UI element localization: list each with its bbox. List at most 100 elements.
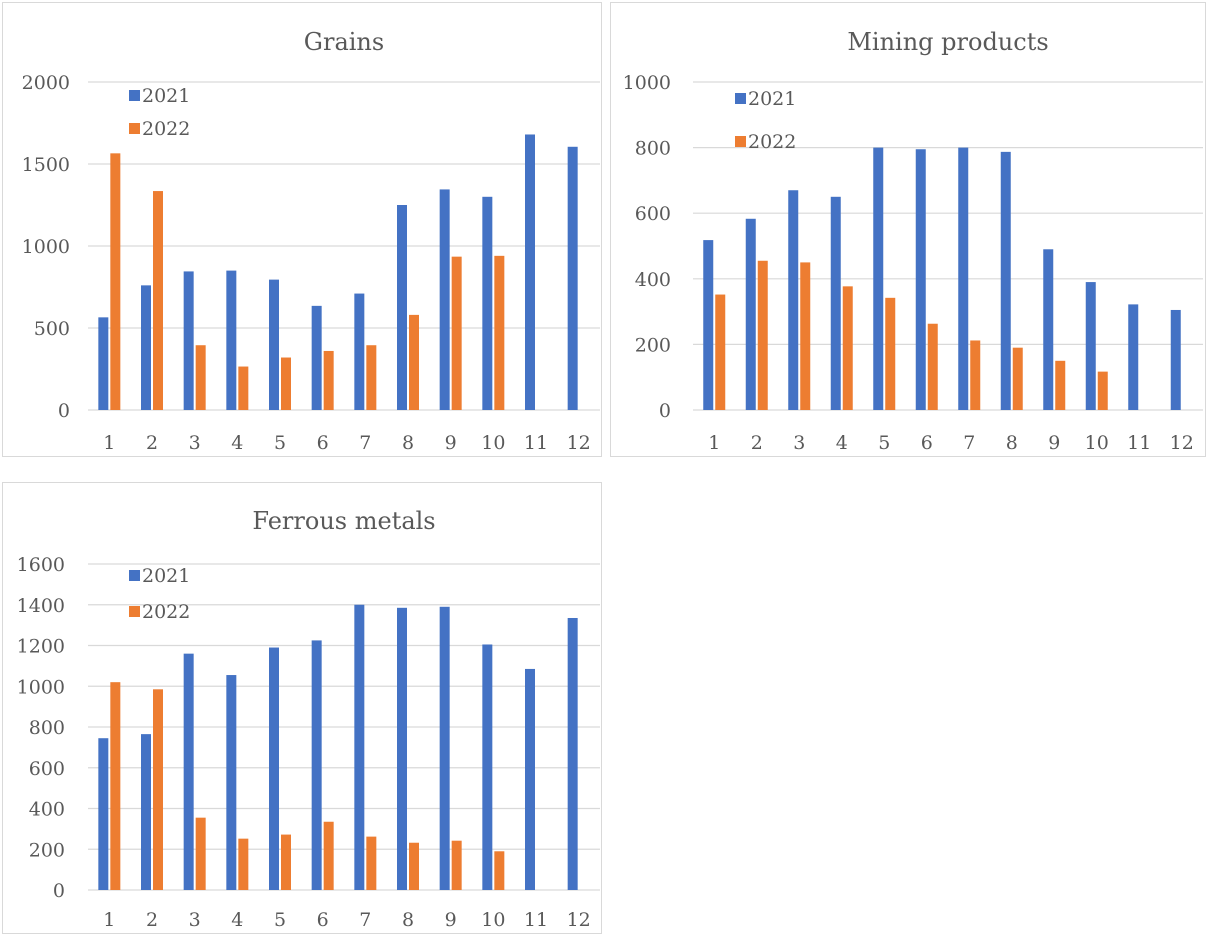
mining-products-bar-2021-7 — [958, 147, 969, 410]
mining-products-bar-2021-8 — [1000, 151, 1011, 410]
grains-x-tick-label: 7 — [359, 432, 371, 454]
grains-bar-2022-4 — [238, 366, 249, 410]
mining-products-bar-2022-5 — [885, 297, 896, 410]
mining-products-x-tick-label: 10 — [1085, 432, 1109, 454]
ferrous-metals-bar-2021-4 — [226, 675, 237, 890]
ferrous-metals-bar-2021-1 — [98, 738, 109, 890]
grains-bar-2021-2 — [141, 285, 151, 410]
ferrous-metals-bar-2021-10 — [482, 644, 493, 890]
grains-x-tick-label: 8 — [402, 432, 414, 454]
mining-products-bar-2022-2 — [757, 260, 768, 410]
chart-panel-ferrous-metals: 0 200 400 600 800 1000 1200 1400 1600 Ferrous met… — [2, 482, 602, 934]
ferrous-metals-y-tick-label: 400 — [29, 799, 65, 821]
mining-products-bar-2021-1 — [703, 240, 714, 410]
ferrous-metals-y-tick-label: 1400 — [17, 595, 65, 617]
ferrous-metals-bar-2022-6 — [323, 821, 334, 890]
grains-x-tick-label: 5 — [274, 432, 286, 454]
mining-products-bar-2021-11 — [1128, 304, 1139, 410]
grains-x-tick-label: 2 — [146, 432, 158, 454]
chart-panel-mining-products: 0 200 400 600 800 1000 Mining products 1 2 3 4 5 6 7 8… — [610, 2, 1206, 457]
mining-products-x-tick-label: 1 — [708, 432, 720, 454]
grains-y-tick-label: 1000 — [22, 236, 70, 258]
mining-products-x-tick-label: 5 — [878, 432, 890, 454]
grains-legend-label-2022: 2022 — [142, 118, 190, 140]
mining-products-x-tick-label: 12 — [1170, 432, 1194, 454]
grains-legend-label-2021: 2021 — [142, 85, 190, 107]
mining-products-title: Mining products — [847, 28, 1048, 56]
mining-products-x-tick-label: 6 — [921, 432, 933, 454]
mining-products-bar-2022-9 — [1055, 360, 1066, 410]
ferrous-metals-bar-2021-9 — [439, 606, 450, 890]
grains-bar-2022-10 — [494, 255, 505, 410]
ferrous-metals-bar-2021-12 — [567, 617, 578, 890]
ferrous-metals-y-tick-label: 1200 — [17, 636, 65, 658]
grains-bar-2021-6 — [311, 305, 322, 410]
ferrous-metals-bar-2021-2 — [141, 734, 151, 890]
grains-y-tick-label: 500 — [34, 318, 70, 340]
ferrous-metals-y-tick-label: 800 — [29, 717, 65, 739]
grains-x-tick-label: 4 — [231, 432, 243, 454]
ferrous-metals-y-tick-label: 1000 — [17, 676, 65, 698]
grains-x-tick-label: 10 — [481, 432, 505, 454]
grains-x-tick-label: 3 — [189, 432, 201, 454]
grains-bar-2022-5 — [281, 357, 291, 410]
grains-bar-2022-9 — [451, 256, 462, 410]
chart-panel-grains: 0 500 1000 1500 2000 Grains 1 2 3 4 5 6 7 8 9 10 11 12 202… — [2, 2, 602, 457]
ferrous-metals-x-tick-label: 5 — [274, 909, 286, 931]
mining-products-bar-2022-1 — [715, 294, 726, 410]
ferrous-metals-bar-2022-10 — [494, 851, 505, 890]
grains-bar-2021-7 — [354, 293, 365, 410]
grains-y-tick-label: 2000 — [22, 72, 70, 94]
mining-products-y-tick-label: 200 — [635, 334, 671, 356]
ferrous-metals-y-tick-label: 200 — [29, 839, 65, 861]
grains-x-tick-label: 11 — [524, 432, 548, 454]
grains-bar-2022-8 — [409, 314, 419, 410]
ferrous-metals-bar-2021-8 — [397, 607, 407, 890]
mining-products-x-tick-label: 7 — [963, 432, 975, 454]
grains-bar-2022-3 — [195, 345, 206, 410]
mining-products-legend-swatch-2021 — [735, 93, 746, 104]
ferrous-metals-bar-2022-5 — [281, 834, 291, 890]
mining-products-bar-2022-3 — [800, 262, 811, 410]
mining-products-legend-swatch-2022 — [735, 136, 746, 147]
ferrous-metals-bar-2022-4 — [238, 838, 249, 890]
ferrous-metals-x-tick-label: 2 — [146, 909, 158, 931]
grains-bar-2022-1 — [110, 153, 121, 410]
grains-bar-2021-1 — [98, 317, 109, 410]
ferrous-metals-legend-label-2022: 2022 — [142, 601, 190, 623]
grains-bar-2022-2 — [153, 191, 163, 410]
mining-products-x-tick-label: 8 — [1006, 432, 1018, 454]
ferrous-metals-bar-2022-2 — [153, 689, 163, 890]
grains-y-tick-label: 0 — [58, 400, 70, 422]
chart-ferrous-metals: 0 200 400 600 800 1000 1200 1400 1600 Ferrous met… — [17, 507, 600, 931]
grains-bar-2021-11 — [525, 134, 535, 411]
mining-products-x-tick-label: 11 — [1127, 432, 1151, 454]
grains-bar-2021-5 — [269, 279, 279, 410]
ferrous-metals-x-tick-label: 12 — [567, 909, 591, 931]
ferrous-metals-y-tick-label: 1600 — [17, 554, 65, 576]
ferrous-metals-bar-2021-11 — [525, 668, 535, 890]
ferrous-metals-legend-label-2021: 2021 — [142, 565, 190, 587]
mining-products-bar-2021-2 — [745, 218, 756, 410]
ferrous-metals-x-tick-label: 1 — [103, 909, 115, 931]
ferrous-metals-y-tick-label: 0 — [53, 880, 65, 902]
ferrous-metals-bar-2022-1 — [110, 682, 121, 890]
mining-products-legend-label-2022: 2022 — [748, 131, 796, 153]
mining-products-x-tick-label: 2 — [751, 432, 763, 454]
ferrous-metals-x-tick-label: 6 — [317, 909, 329, 931]
mining-products-x-tick-label: 9 — [1048, 432, 1060, 454]
ferrous-metals-x-tick-label: 3 — [189, 909, 201, 931]
mining-products-y-tick-label: 400 — [635, 269, 671, 291]
mining-products-y-tick-label: 600 — [635, 203, 671, 225]
ferrous-metals-bar-2021-3 — [183, 653, 194, 890]
mining-products-bar-2022-6 — [927, 323, 938, 410]
grains-bar-2021-4 — [226, 270, 237, 410]
grains-bar-2021-10 — [482, 196, 493, 410]
grains-bar-2022-6 — [323, 350, 334, 410]
grains-legend-swatch-2022 — [129, 123, 140, 134]
ferrous-metals-x-tick-label: 10 — [481, 909, 505, 931]
grains-y-tick-label: 1500 — [22, 154, 70, 176]
mining-products-bar-2021-6 — [915, 149, 926, 411]
